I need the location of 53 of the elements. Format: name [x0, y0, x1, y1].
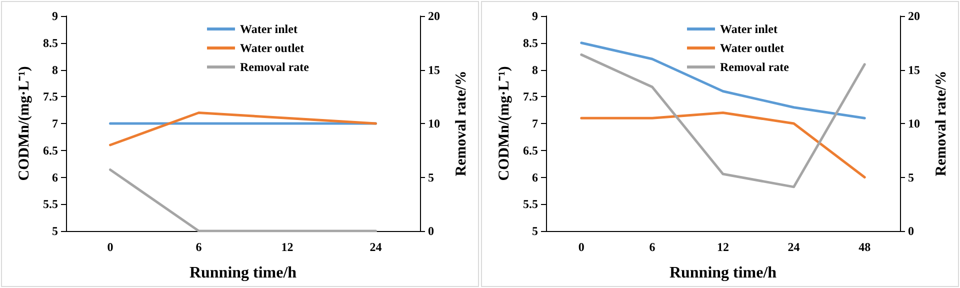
- x-tick-label: 12: [281, 240, 294, 254]
- y-tick-label: 5: [52, 224, 58, 238]
- x-tick-label: 6: [196, 240, 202, 254]
- line-series: [580, 112, 866, 178]
- line-series: [580, 53, 866, 188]
- y2-tick-label: 10: [428, 116, 440, 130]
- y-tick-label: 8.5: [43, 36, 58, 50]
- y-tick-label: 7.5: [523, 90, 538, 104]
- y-tick-label: 9: [52, 9, 58, 23]
- legend-label: Water outlet: [240, 41, 304, 55]
- y2-tick-label: 10: [908, 116, 920, 130]
- x-tick-label: 24: [370, 240, 382, 254]
- legend-label: Removal rate: [720, 60, 790, 74]
- y2-tick-label: 15: [428, 62, 440, 77]
- y2-tick-label: 5: [908, 170, 914, 184]
- y-tick-label: 7.5: [43, 90, 58, 104]
- y-tick-label: 5.5: [523, 197, 538, 212]
- y-tick-label: 8: [532, 62, 538, 77]
- y2-tick-label: 5: [428, 170, 434, 184]
- y-tick-label: 6: [52, 170, 58, 184]
- x-tick-label: 24: [788, 240, 800, 254]
- y-tick-label: 6.5: [523, 143, 538, 158]
- y-tick-label: 8.5: [523, 36, 538, 50]
- y-tick-label: 7: [532, 116, 538, 130]
- line-series: [109, 112, 377, 146]
- line-series: [580, 42, 866, 120]
- y-tick-label: 6.5: [43, 143, 58, 158]
- y-tick-label: 9: [532, 9, 538, 23]
- legend-label: Water inlet: [240, 22, 298, 36]
- y-tick-label: 6: [532, 170, 538, 184]
- y-tick-label: 5: [532, 224, 538, 238]
- y2-tick-label: 0: [428, 224, 434, 238]
- x-tick-label: 6: [649, 240, 656, 254]
- y-tick-label: 8: [52, 62, 58, 77]
- legend-label: Water outlet: [720, 41, 784, 55]
- y2-tick-label: 15: [908, 62, 920, 77]
- legend-label: Removal rate: [240, 60, 310, 74]
- x-tick-label: 0: [578, 240, 584, 254]
- legend-label: Water inlet: [720, 22, 778, 36]
- x-tick-label: 12: [717, 240, 729, 254]
- y2-tick-label: 20: [908, 9, 920, 23]
- y2-axis-title: Removal rate/%: [934, 70, 950, 176]
- y-axis-title: CODMn/(mg·L⁻¹): [496, 66, 512, 181]
- y2-tick-label: 0: [908, 224, 914, 238]
- x-axis-title: Running time/h: [669, 264, 777, 282]
- y-tick-label: 5.5: [43, 197, 58, 212]
- x-tick-label: 0: [107, 240, 114, 254]
- y-tick-label: 7: [52, 116, 58, 130]
- y2-axis-title: Removal rate/%: [454, 70, 470, 176]
- x-axis-title: Running time/h: [189, 264, 297, 282]
- y2-tick-label: 20: [428, 9, 440, 23]
- x-tick-label: 48: [858, 240, 871, 254]
- y-axis-title: CODMn/(mg·L⁻¹): [16, 66, 32, 181]
